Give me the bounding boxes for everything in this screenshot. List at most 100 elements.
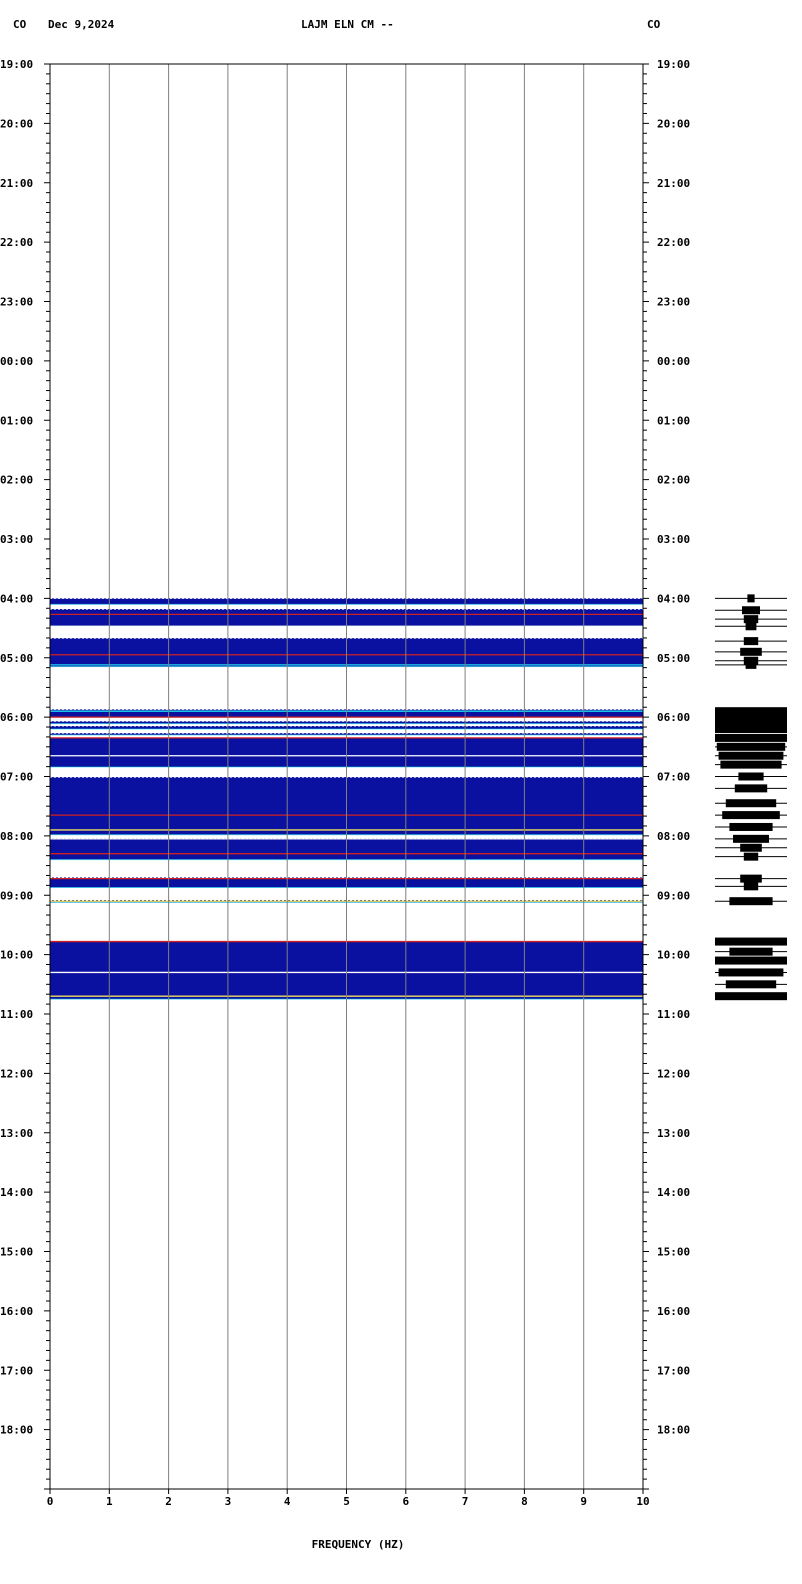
x-tick-label: 9 xyxy=(580,1495,587,1508)
y-tick-label-left: 10:00 xyxy=(0,949,33,962)
x-tick-label: 0 xyxy=(47,1495,54,1508)
y-tick-label-left: 11:00 xyxy=(0,1008,33,1021)
x-tick-label: 5 xyxy=(343,1495,350,1508)
y-tick-label-left: 07:00 xyxy=(0,771,33,784)
y-tick-label-right: 21:00 xyxy=(657,177,690,190)
y-tick-label-right: 19:00 xyxy=(657,58,690,71)
seismogram-burst-17 xyxy=(734,784,768,793)
y-tick-label-left: 21:00 xyxy=(0,177,33,190)
seismogram-burst-11 xyxy=(715,725,787,733)
seismogram-burst-9 xyxy=(715,713,787,722)
seismogram-burst-23 xyxy=(743,852,759,861)
seismogram-burst-2 xyxy=(743,615,759,624)
station-right-code: CO xyxy=(647,18,661,31)
y-tick-label-left: 22:00 xyxy=(0,236,33,249)
y-tick-label-right: 17:00 xyxy=(657,1364,690,1377)
seismogram-burst-13 xyxy=(716,742,786,751)
y-tick-label-right: 08:00 xyxy=(657,830,690,843)
y-tick-label-left: 17:00 xyxy=(0,1364,33,1377)
seismogram-burst-26 xyxy=(729,897,773,906)
y-tick-label-right: 05:00 xyxy=(657,652,690,665)
seismogram-burst-8 xyxy=(715,707,787,716)
x-tick-label: 10 xyxy=(636,1495,649,1508)
y-tick-label-right: 00:00 xyxy=(657,355,690,368)
seismogram-burst-24 xyxy=(740,874,762,883)
y-tick-label-left: 19:00 xyxy=(0,58,33,71)
y-tick-label-right: 20:00 xyxy=(657,117,690,130)
seismogram-burst-31 xyxy=(725,980,777,989)
seismogram-burst-1 xyxy=(742,606,760,615)
seismogram-burst-18 xyxy=(725,799,777,808)
y-tick-label-left: 12:00 xyxy=(0,1067,33,1080)
y-tick-label-right: 03:00 xyxy=(657,533,690,546)
y-tick-label-right: 11:00 xyxy=(657,1008,690,1021)
seismogram-burst-4 xyxy=(743,637,759,646)
y-tick-label-right: 04:00 xyxy=(657,592,690,605)
frequency-gridlines xyxy=(108,64,585,1489)
y-tick-label-right: 09:00 xyxy=(657,889,690,902)
seismogram-burst-5 xyxy=(740,647,762,656)
seismogram-burst-20 xyxy=(729,822,773,831)
y-tick-label-right: 15:00 xyxy=(657,1246,690,1259)
y-tick-label-right: 10:00 xyxy=(657,949,690,962)
y-tick-label-left: 15:00 xyxy=(0,1246,33,1259)
seismogram-burst-7 xyxy=(745,660,757,669)
y-tick-label-left: 06:00 xyxy=(0,711,33,724)
y-tick-label-right: 13:00 xyxy=(657,1127,690,1140)
y-tick-label-left: 16:00 xyxy=(0,1305,33,1318)
seismogram-burst-25 xyxy=(743,882,759,891)
seismogram-trace xyxy=(715,594,787,1001)
chart-axes: 19:00 19:00 20:00 20:00 21:00 21:00 22:00 22:00… xyxy=(0,58,690,1508)
y-tick-label-right: 07:00 xyxy=(657,771,690,784)
y-tick-label-left: 02:00 xyxy=(0,474,33,487)
y-tick-label-left: 20:00 xyxy=(0,117,33,130)
y-tick-label-left: 23:00 xyxy=(0,296,33,309)
seismogram-burst-29 xyxy=(715,956,787,965)
y-tick-label-right: 02:00 xyxy=(657,474,690,487)
x-tick-label: 3 xyxy=(225,1495,232,1508)
y-tick-label-left: 13:00 xyxy=(0,1127,33,1140)
seismogram-burst-0 xyxy=(747,594,755,603)
y-tick-label-left: 03:00 xyxy=(0,533,33,546)
seismogram-burst-32 xyxy=(715,992,787,1001)
x-axis-label: FREQUENCY (HZ) xyxy=(312,1538,405,1551)
seismogram-burst-27 xyxy=(715,937,787,946)
y-tick-label-right: 14:00 xyxy=(657,1186,690,1199)
chart-title: LAJM ELN CM -- xyxy=(301,18,394,31)
seismogram-burst-12 xyxy=(715,733,787,742)
y-tick-label-right: 06:00 xyxy=(657,711,690,724)
y-tick-label-left: 09:00 xyxy=(0,889,33,902)
x-tick-label: 7 xyxy=(462,1495,469,1508)
chart-date: Dec 9,2024 xyxy=(48,18,115,31)
seismogram-burst-15 xyxy=(720,760,782,769)
y-tick-label-right: 22:00 xyxy=(657,236,690,249)
y-tick-label-left: 18:00 xyxy=(0,1424,33,1437)
x-tick-label: 8 xyxy=(521,1495,528,1508)
seismogram-burst-21 xyxy=(733,834,769,843)
y-tick-label-left: 01:00 xyxy=(0,414,33,427)
seismogram-burst-19 xyxy=(722,811,780,820)
x-tick-label: 6 xyxy=(402,1495,409,1508)
seismogram-burst-16 xyxy=(738,772,764,781)
y-tick-label-left: 08:00 xyxy=(0,830,33,843)
station-left-code: CO xyxy=(13,18,27,31)
x-tick-label: 4 xyxy=(284,1495,291,1508)
seismogram-burst-14 xyxy=(718,751,784,760)
y-tick-label-right: 12:00 xyxy=(657,1067,690,1080)
y-tick-label-right: 23:00 xyxy=(657,296,690,309)
y-tick-label-right: 01:00 xyxy=(657,414,690,427)
y-tick-label-left: 00:00 xyxy=(0,355,33,368)
seismogram-burst-30 xyxy=(718,968,784,977)
x-tick-label: 2 xyxy=(165,1495,172,1508)
seismogram-burst-3 xyxy=(745,622,757,631)
y-tick-label-left: 05:00 xyxy=(0,652,33,665)
y-tick-label-left: 04:00 xyxy=(0,592,33,605)
y-tick-label-left: 14:00 xyxy=(0,1186,33,1199)
x-tick-label: 1 xyxy=(106,1495,113,1508)
y-tick-label-right: 16:00 xyxy=(657,1305,690,1318)
seismogram-burst-22 xyxy=(740,843,762,852)
seismogram-burst-10 xyxy=(715,719,787,728)
seismogram-burst-28 xyxy=(729,947,773,956)
y-tick-label-right: 18:00 xyxy=(657,1424,690,1437)
